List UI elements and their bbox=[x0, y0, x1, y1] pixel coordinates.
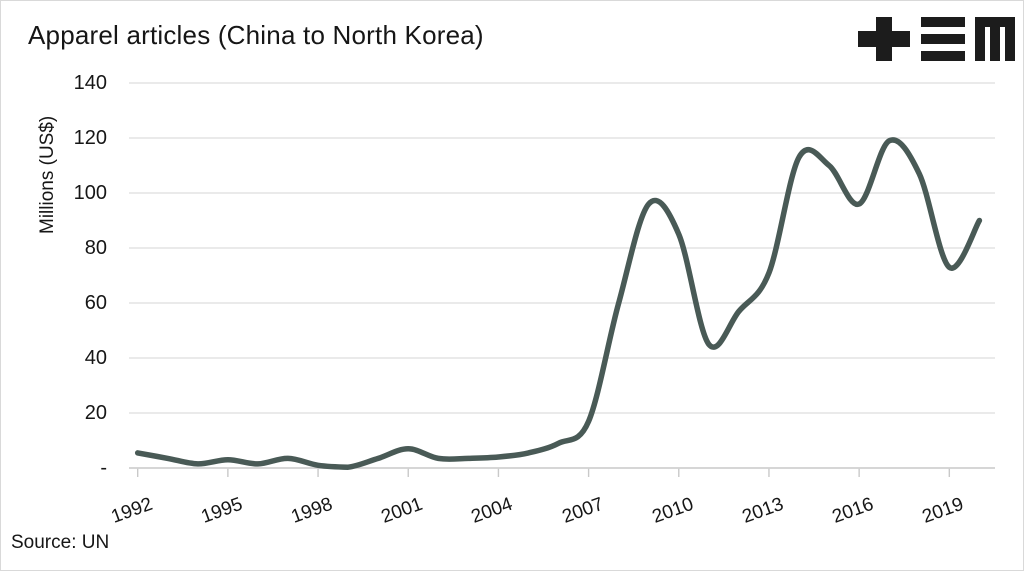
y-tick-label: 60 bbox=[84, 292, 107, 314]
triple-bars-glyph-icon bbox=[921, 17, 965, 61]
y-tick-label: 40 bbox=[84, 347, 107, 369]
y-tick-label: 100 bbox=[73, 182, 107, 204]
y-tick-label: - bbox=[100, 457, 107, 479]
y-tick-label: 120 bbox=[73, 127, 107, 149]
y-tick-label: 140 bbox=[73, 72, 107, 94]
y-tick-label: 80 bbox=[84, 237, 107, 259]
source-note: Source: UN bbox=[11, 532, 110, 553]
chart-title: Apparel articles (China to North Korea) bbox=[28, 20, 484, 50]
tem-logo bbox=[858, 17, 1015, 61]
trend-line bbox=[134, 137, 983, 470]
y-tick-label: 20 bbox=[84, 402, 107, 424]
plus-glyph-icon bbox=[858, 17, 910, 61]
m-glyph-icon bbox=[975, 17, 1015, 61]
